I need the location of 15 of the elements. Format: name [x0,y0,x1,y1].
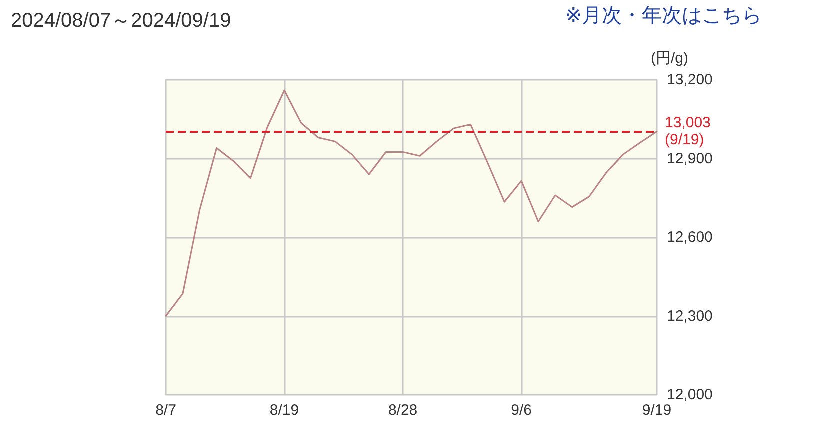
x-tick-label: 8/19 [270,402,300,419]
ref-line-label: 13,003 (9/19) [665,114,711,149]
x-tick-label: 9/6 [511,402,532,419]
text: ※月次・年次はこちら [565,5,762,27]
x-tick-label: 8/7 [156,402,176,419]
chart-title: 2024/08/07～2024/09/19 [11,10,232,32]
x-tick-label: 8/28 [388,402,418,419]
y-tick-label: 12,300 [667,308,713,325]
x-tick-label: 9/19 [642,402,672,419]
y-tick-label: 12,900 [667,150,713,168]
y-tick-label: 12,000 [667,386,713,404]
y-tick-label: 13,200 [667,72,713,88]
y-axis-title: (円/g) [651,50,689,67]
line-series [165,90,658,317]
y-tick-label: 12,600 [667,229,713,246]
